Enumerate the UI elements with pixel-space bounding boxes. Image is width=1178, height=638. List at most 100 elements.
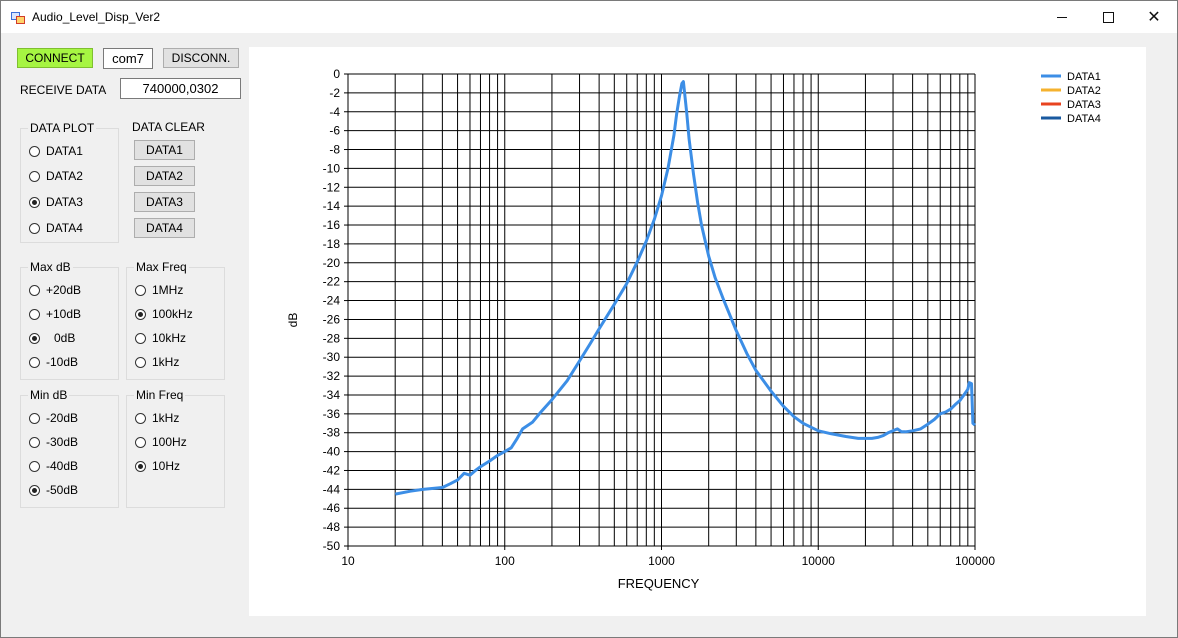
y-tick-label: -48 [323,520,341,534]
x-tick-label: 10000 [802,554,836,568]
app-icon [11,12,25,24]
data-plot-title: DATA PLOT [28,121,97,135]
clear-data1-button[interactable]: DATA1 [134,140,195,160]
legend-label: DATA1 [1067,71,1101,83]
port-input[interactable]: com7 [103,48,153,69]
connect-button[interactable]: CONNECT [17,48,93,68]
radio-icon [135,332,146,344]
radio-icon [135,412,146,424]
min-db-option-2[interactable]: -30dB [29,434,78,450]
x-tick-label: 100 [495,554,515,568]
y-tick-label: -28 [323,331,341,345]
data-plot-option-1[interactable]: DATA1 [29,143,83,159]
close-button[interactable]: ✕ [1131,1,1177,33]
max-db-option-4[interactable]: -10dB [29,354,78,370]
y-tick-label: -12 [323,180,341,194]
max-freq-option-4[interactable]: 1kHz [135,354,179,370]
minimize-button[interactable] [1039,1,1085,33]
clear-data4-button[interactable]: DATA4 [134,218,195,238]
window-title: Audio_Level_Disp_Ver2 [32,10,161,24]
radio-icon [135,436,146,448]
disconnect-button[interactable]: DISCONN. [163,48,239,68]
y-tick-label: -42 [323,463,341,477]
radio-icon [135,284,146,296]
max-freq-option-1[interactable]: 1MHz [135,282,183,298]
y-tick-label: -50 [323,539,341,553]
data-clear-label: DATA CLEAR [132,120,205,134]
y-tick-label: -2 [329,86,340,100]
min-db-group: Min dB -20dB -30dB -40dB -50dB [20,388,119,508]
y-tick-label: -32 [323,369,341,383]
maximize-icon [1102,11,1114,23]
y-tick-label: -36 [323,407,341,421]
y-tick-label: -14 [323,199,341,213]
chart-area: 0 -2 -4 -6 -8 -10 -12 -14 -16 -18 -20 -22 -24 -26 -28 -… [249,47,1146,616]
x-tick-label: 100000 [955,554,995,568]
data-plot-option-4[interactable]: DATA4 [29,220,83,236]
min-freq-option-1[interactable]: 1kHz [135,410,179,426]
min-freq-group: Min Freq 1kHz 100Hz 10Hz [126,388,225,508]
y-tick-label: -22 [323,275,341,289]
y-tick-label: -24 [323,294,341,308]
min-freq-option-2[interactable]: 100Hz [135,434,187,450]
radio-icon [29,436,40,448]
y-tick-label: -16 [323,218,341,232]
y-tick-label: -4 [329,105,340,119]
x-tick-label: 1000 [648,554,675,568]
radio-selected-icon [29,196,40,208]
max-db-option-3[interactable]: 0dB [29,330,75,346]
max-freq-option-3[interactable]: 10kHz [135,330,186,346]
max-db-option-1[interactable]: +20dB [29,282,81,298]
y-tick-label: -18 [323,237,341,251]
y-axis-title: dB [286,313,300,328]
radio-icon [29,284,40,296]
y-tick-label: -6 [329,124,340,138]
series-line-data1 [394,80,977,496]
radio-icon [29,308,40,320]
radio-icon [135,356,146,368]
y-tick-label: -30 [323,350,341,364]
max-freq-option-2[interactable]: 100kHz [135,306,193,322]
y-tick-label: 0 [333,67,340,81]
legend-label: DATA4 [1067,113,1101,125]
receive-data-label: RECEIVE DATA [20,83,107,97]
min-freq-title: Min Freq [134,388,186,402]
clear-data2-button[interactable]: DATA2 [134,166,195,186]
radio-icon [29,412,40,424]
radio-selected-icon [135,460,146,472]
y-tick-label: -20 [323,256,341,270]
radio-icon [29,356,40,368]
y-tick-label: -40 [323,445,341,459]
frequency-response-chart: 0 -2 -4 -6 -8 -10 -12 -14 -16 -18 -20 -22 -24 -26 -28 -… [286,67,1101,591]
radio-icon [29,222,40,234]
y-tick-label: -34 [323,388,341,402]
min-db-option-4[interactable]: -50dB [29,482,78,498]
x-axis-title: FREQUENCY [618,576,700,591]
y-tick-label: -10 [323,161,341,175]
min-freq-option-3[interactable]: 10Hz [135,458,180,474]
y-tick-label: -38 [323,426,341,440]
radio-icon [29,170,40,182]
min-db-option-1[interactable]: -20dB [29,410,78,426]
maximize-button[interactable] [1085,1,1131,33]
radio-selected-icon [29,332,40,344]
x-tick-label: 10 [341,554,355,568]
min-db-title: Min dB [28,388,70,402]
max-db-option-2[interactable]: +10dB [29,306,81,322]
legend-label: DATA3 [1067,99,1101,111]
radio-icon [29,145,40,157]
data-plot-group: DATA PLOT DATA1 DATA2 DATA3 DATA4 [20,121,119,243]
y-tick-label: -8 [329,143,340,157]
radio-icon [29,460,40,472]
min-db-option-3[interactable]: -40dB [29,458,78,474]
y-tick-label: -46 [323,501,341,515]
max-db-group: Max dB +20dB +10dB 0dB -10dB [20,260,119,380]
title-bar: Audio_Level_Disp_Ver2 ✕ [1,1,1177,33]
max-freq-group: Max Freq 1MHz 100kHz 10kHz 1kHz [126,260,225,380]
clear-data3-button[interactable]: DATA3 [134,192,195,212]
data-plot-option-3[interactable]: DATA3 [29,194,83,210]
y-tick-label: -26 [323,312,341,326]
receive-data-field[interactable]: 740000,0302 [120,78,241,99]
data-plot-option-2[interactable]: DATA2 [29,168,83,184]
